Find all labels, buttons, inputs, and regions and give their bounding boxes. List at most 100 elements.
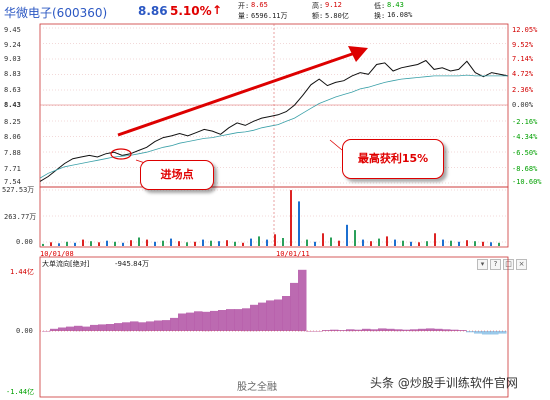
low-label: 低: [374,2,386,10]
date-label: 10/01/08 [40,250,74,258]
volume-bar [434,233,436,246]
flow-bar [58,327,67,331]
volume-bar [114,241,116,246]
flow-bar [314,331,323,332]
help-icon[interactable]: ? [490,259,501,270]
percent-tick: 0.00% [512,101,534,109]
close-icon[interactable]: × [516,259,527,270]
volume-bar [138,237,140,246]
volume-bar [186,242,188,246]
flow-bar [66,326,75,331]
flow-tick: 1.44亿 [10,268,34,276]
volume-bars [42,190,500,246]
flow-bar [394,329,403,332]
volume-bar [458,241,460,246]
low-value: 8.43 [387,1,404,9]
volume-bar [490,242,492,246]
volume-bar [306,239,308,246]
percent-tick: -6.50% [512,149,538,157]
volume-bar [146,239,148,246]
volume-bar [410,241,412,246]
flow-bar [290,282,299,331]
maximize-icon[interactable]: □ [503,259,514,270]
weibo-watermark: 股之全融 [237,382,277,393]
current-price: 8.86 [138,4,168,18]
volume-bar [66,241,68,246]
flow-bar [402,329,411,331]
volume-bar [98,242,100,246]
flow-bar [130,321,139,331]
volume-bar [218,241,220,246]
flow-bar [82,326,91,331]
volume-bar [122,242,124,246]
volume-bar [162,240,164,246]
volume-bar [130,240,132,246]
flow-bar [338,330,347,331]
volume-bar [106,240,108,246]
flow-bar [298,269,307,332]
price-line [39,59,509,182]
open-value: 8.65 [251,1,268,9]
percent-tick: -2.16% [512,118,538,126]
volume-bar [258,236,260,246]
volume-bar [178,241,180,246]
volume-tick: 0.00 [16,238,33,246]
volume-bar [242,242,244,246]
flow-bar [170,317,179,331]
flow-bar [146,321,155,331]
volume-bar [354,230,356,246]
price-series [39,59,509,182]
volume-bar [42,243,44,246]
profit-callout-pointer [329,139,343,151]
flow-bar [138,322,147,332]
price-tick: 9.45 [4,26,21,34]
stock-name[interactable]: 华微电子(600360) [4,6,108,20]
flow-bar [154,320,163,331]
amount-value: 5.80亿 [325,12,349,20]
volume-bar [322,233,324,246]
volume-bar [250,238,252,246]
amount-label: 额: [312,12,324,20]
volume-bar [154,241,156,246]
volume-bar [362,239,364,246]
price-tick: 8.25 [4,118,21,126]
volume-bar [370,241,372,246]
flow-bar [210,310,219,331]
quote-header: 华微电子(600360) 8.86 5.10% ↑ 开: 8.65 高: 9.1… [0,0,550,22]
volume-bar [378,238,380,246]
flow-bar [122,322,131,332]
flow-bar [218,310,227,331]
flow-indicator-label[interactable]: 大单流向[绝对] [42,260,90,268]
flow-bar [226,309,235,331]
volume-bar [58,243,60,246]
flow-bar [474,331,483,334]
flow-bar [442,329,451,332]
volume-bar [426,241,428,246]
volume-bar [418,242,420,246]
volume-tick: 527.53万 [2,186,35,194]
volume-bar [82,239,84,246]
volume-bar [194,241,196,246]
entry-point-callout: 进场点 [140,160,214,190]
flow-bar [242,308,251,332]
turnover-label: 换: [374,12,386,20]
max-profit-callout: 最高获利15% [342,139,444,179]
percent-tick: 9.52% [512,41,534,49]
volume-bar [346,224,348,246]
flow-panel-frame [39,256,509,398]
trend-arrow-head-icon [348,46,368,62]
settings-icon[interactable]: ▾ [477,259,488,270]
flow-bar [362,328,371,331]
volume-bar [442,239,444,246]
high-label: 高: [312,2,324,10]
price-tick: 7.71 [4,165,21,173]
volume-bar [290,190,292,246]
flow-bar [490,331,499,335]
flow-tick: -1.44亿 [6,388,35,396]
flow-bar [346,329,355,332]
date-label: 10/01/11 [276,250,310,258]
high-value: 9.12 [325,1,342,9]
flow-tick: 0.00 [16,327,33,335]
price-tick: 8.06 [4,133,21,141]
volume-bar [74,242,76,246]
